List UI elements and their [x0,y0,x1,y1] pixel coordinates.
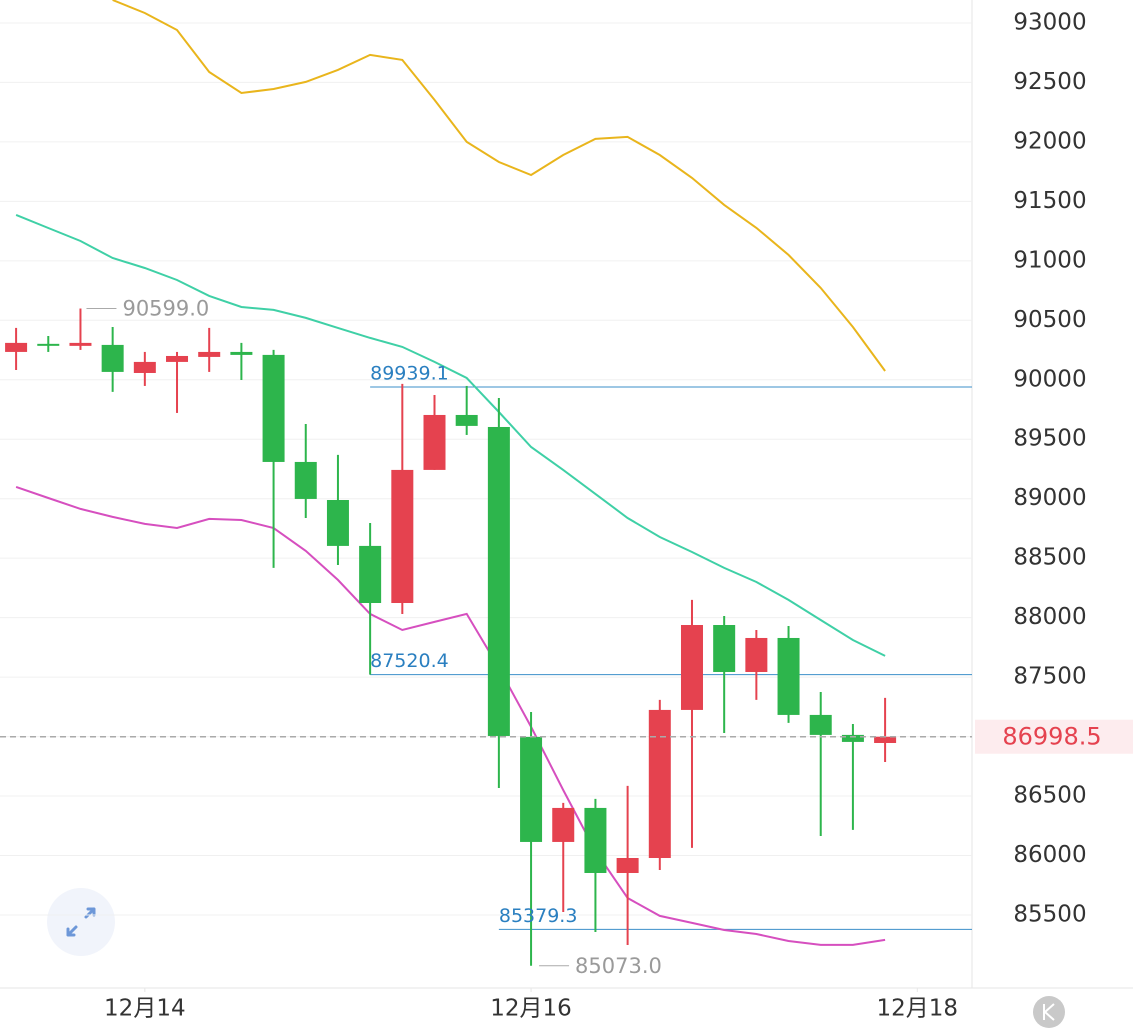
min-label: 85073.0 [575,954,662,978]
candle-body [745,637,768,672]
x-tick-label: 12月14 [104,996,186,1022]
last-price-box [975,719,1133,754]
y-tick-label: 90500 [1013,307,1086,333]
k-bg [1033,996,1065,1028]
candle-body [326,500,349,546]
y-tick-label: 88500 [1013,545,1086,571]
max-label: 90599.0 [122,297,209,321]
y-tick-label: 89500 [1013,426,1086,452]
y-tick-label: 89000 [1013,485,1086,511]
candle-body [520,736,543,842]
candle-body [37,343,60,346]
y-tick-label: 92000 [1013,128,1086,154]
k-icon [1043,1003,1055,1021]
expand-icon [66,907,96,937]
candle-body [809,714,832,735]
grid [0,22,972,992]
marks [5,0,972,966]
y-tick-label: 88000 [1013,604,1086,630]
candle-body [230,351,253,355]
y-tick-label: 91500 [1013,188,1086,214]
expand-bg [47,888,115,956]
indicator-line [112,0,886,372]
candle-body [777,637,800,715]
level-label: 89939.1 [370,363,449,385]
indicator-line [15,485,886,946]
candle-body [262,354,285,462]
candle-body [584,807,607,873]
level-label: 85379.3 [499,905,578,927]
candle-body [5,342,28,352]
level-label: 87520.4 [370,650,449,672]
y-tick-label: 93000 [1013,9,1086,35]
candle-body [841,734,864,742]
candle-body [391,469,414,604]
y-tick-label: 87500 [1013,664,1086,690]
candle-body [616,858,639,873]
candle-body [648,709,671,859]
candle-body [680,625,703,710]
candle-body [198,351,221,357]
candle-body [359,545,382,604]
y-tick-label: 86500 [1013,783,1086,809]
candle-body [101,344,124,372]
k-button[interactable] [1033,996,1065,1028]
candle-body [69,342,92,346]
expand-button[interactable] [47,888,115,956]
candle-body [713,625,736,672]
y-tick-label: 86000 [1013,842,1086,868]
y-tick-label: 85500 [1013,901,1086,927]
last-price-label: 86998.5 [1002,723,1101,751]
candle-body [423,414,446,470]
candle-body [455,414,478,426]
candle-body [294,461,317,499]
candle-body [166,355,189,362]
y-tick-label: 90000 [1013,366,1086,392]
candle-body [133,361,156,373]
candle-body [874,736,897,743]
x-tick-label: 12月18 [877,996,959,1022]
candle-body [552,807,575,842]
candle-body [487,426,510,736]
y-tick-label: 91000 [1013,247,1086,273]
y-tick-label: 92500 [1013,69,1086,95]
x-tick-label: 12月16 [490,996,572,1022]
indicator-line [15,213,886,657]
